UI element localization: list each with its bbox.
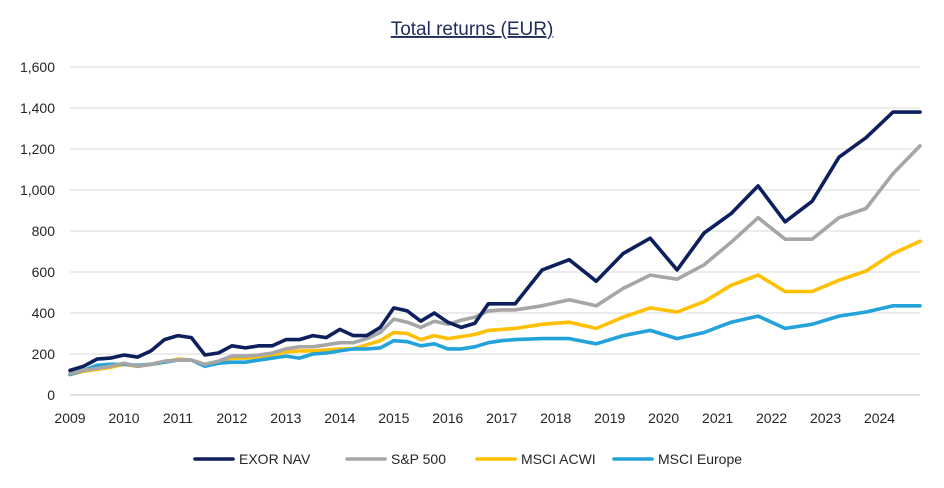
x-tick-label: 2014 [324,410,355,426]
x-tick-label: 2013 [270,410,301,426]
series-layer [68,110,922,377]
x-tick-label: 2023 [810,410,841,426]
y-tick-label: 1,000 [20,182,55,198]
grid-layer [70,66,920,355]
x-tick-label: 2010 [108,410,139,426]
legend: EXOR NAV S&P 500 MSCI ACWI MSCI Europe [193,451,742,467]
x-tick-label: 2019 [594,410,625,426]
y-tick-label: 1,400 [20,100,55,116]
y-tick-label: 600 [32,264,56,280]
y-tick-label: 1,200 [20,141,55,157]
axis-layer: 0 200 400 600 800 1,000 1,200 1,400 1,600 2009 201… [20,59,920,426]
x-tick-label: 2022 [756,410,787,426]
series-line-msci-europe [68,304,922,377]
y-tick-label: 200 [32,346,56,362]
y-tick-label: 1,600 [20,59,55,75]
x-tick-label: 2020 [648,410,679,426]
x-tick-label: 2011 [163,410,193,426]
series-line-msci-acwi [68,239,922,377]
legend-label: S&P 500 [391,451,446,467]
y-tick-label: 0 [47,387,55,403]
series-line-exor-nav [68,110,922,373]
x-tick-label: 2016 [432,410,463,426]
x-tick-label: 2021 [702,410,733,426]
legend-label: EXOR NAV [239,451,311,467]
y-tick-label: 800 [32,223,56,239]
chart-title: Total returns (EUR) [391,19,554,40]
x-tick-label: 2024 [864,410,895,426]
x-tick-label: 2015 [378,410,409,426]
x-tick-label: 2018 [540,410,571,426]
x-tick-label: 2009 [54,410,85,426]
x-tick-label: 2012 [216,410,247,426]
x-tick-label: 2017 [486,410,517,426]
legend-label: MSCI ACWI [521,451,596,467]
legend-label: MSCI Europe [658,451,742,467]
series-line-s-p-500 [68,144,922,376]
y-tick-label: 400 [32,305,56,321]
